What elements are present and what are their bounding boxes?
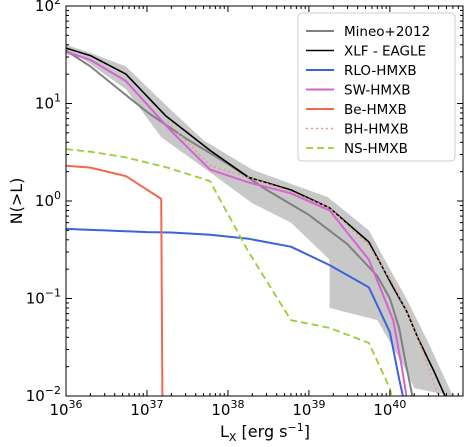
legend-box <box>297 12 456 162</box>
x-axis-label-subscript: X <box>229 431 237 444</box>
legend: Mineo+2012 XLF - EAGLE RLO-HMXB SW-HMXB Be-H… <box>297 12 456 162</box>
x-tick-label: 1037 <box>130 398 163 419</box>
series-line-ns-hmxb <box>66 148 393 396</box>
x-axis-label: LX [erg s−1] <box>220 421 310 444</box>
x-axis-label-unit: [erg s <box>236 422 287 441</box>
legend-label: BH-HMXB <box>344 122 409 138</box>
x-tick-label: 1040 <box>373 398 406 419</box>
y-axis-label: N(>L) <box>7 178 26 225</box>
legend-label: SW-HMXB <box>344 83 411 99</box>
uncertainty-band-layer <box>66 44 453 396</box>
ticks-layer: 1036 1037 1038 1039 1040 10−2 10−1 100 101 102 <box>26 0 464 419</box>
x-axis-label-unit-exponent: −1 <box>288 421 304 434</box>
x-tick-label: 1036 <box>49 398 82 419</box>
legend-label: Mineo+2012 <box>344 24 430 40</box>
x-axis-label-unit-close: ] <box>304 422 310 441</box>
series-line-bh-hmxb <box>167 121 440 396</box>
y-tick-label: 10−2 <box>26 384 61 405</box>
series-line-mineo-2012 <box>66 49 414 396</box>
x-axis-label-main: L <box>220 422 229 441</box>
x-tick-label: 1038 <box>211 398 244 419</box>
plot-frame <box>65 5 464 397</box>
legend-entries: Mineo+2012 XLF - EAGLE RLO-HMXB SW-HMXB Be-H… <box>306 24 430 157</box>
legend-label: XLF - EAGLE <box>344 44 426 60</box>
uncertainty-band <box>66 44 453 396</box>
x-tick-label: 1039 <box>292 398 325 419</box>
legend-label: Be-HMXB <box>344 102 407 118</box>
legend-label: NS-HMXB <box>344 141 408 157</box>
y-tick-label: 101 <box>35 92 61 113</box>
y-tick-label: 10−1 <box>26 287 61 308</box>
series-line-rlo-hmxb <box>66 227 404 396</box>
y-tick-label: 102 <box>35 0 61 15</box>
legend-label: RLO-HMXB <box>344 63 417 79</box>
series-line-sw-hmxb <box>66 50 408 396</box>
series-line-be-hmxb <box>66 164 164 396</box>
series-layer <box>66 47 446 396</box>
y-tick-label: 100 <box>35 189 61 210</box>
